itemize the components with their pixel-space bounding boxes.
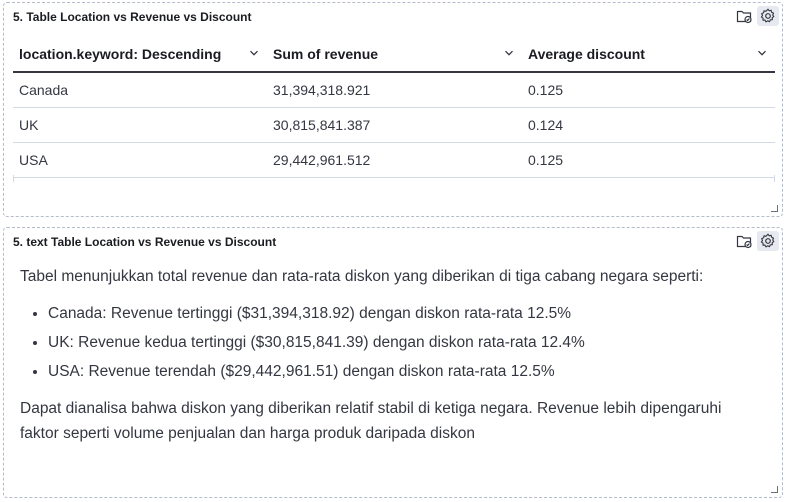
table-cell: UK [19, 117, 39, 133]
table-row: USA 29,442,961.512 0.125 [13, 143, 775, 178]
bullet-list: Canada: Revenue tertinggi ($31,394,318.9… [20, 299, 760, 386]
panel-actions [733, 231, 779, 251]
table-panel: 5. Table Location vs Revenue vs Discount… [3, 2, 783, 217]
folder-check-icon[interactable] [733, 231, 755, 251]
column-header-label: location.keyword: Descending [19, 46, 222, 62]
table-cell: 31,394,318.921 [273, 82, 371, 98]
table-header: location.keyword: Descending Sum of reve… [13, 37, 775, 73]
data-table: location.keyword: Descending Sum of reve… [13, 37, 775, 178]
markdown-content: Tabel menunjukkan total revenue dan rata… [20, 264, 760, 446]
chevron-down-icon [505, 50, 513, 56]
chevron-down-icon [250, 50, 258, 56]
table-cell: 29,442,961.512 [273, 152, 371, 168]
column-header-revenue[interactable]: Sum of revenue [267, 37, 522, 71]
table-scroll-area[interactable] [13, 175, 775, 182]
list-item: USA: Revenue terendah ($29,442,961.51) d… [48, 357, 760, 386]
column-header-location[interactable]: location.keyword: Descending [13, 37, 267, 71]
table-cell: Canada [19, 82, 69, 98]
gear-icon[interactable] [757, 231, 779, 251]
table-row: Canada 31,394,318.921 0.125 [13, 73, 775, 108]
column-header-label: Sum of revenue [273, 46, 379, 62]
resize-handle[interactable] [771, 205, 778, 212]
list-item: Canada: Revenue tertinggi ($31,394,318.9… [48, 299, 760, 328]
table-cell: USA [19, 152, 48, 168]
table-cell: 30,815,841.387 [273, 117, 371, 133]
table-cell: 0.124 [528, 117, 564, 133]
intro-paragraph: Tabel menunjukkan total revenue dan rata… [20, 268, 704, 285]
chevron-down-icon [758, 50, 766, 56]
table-cell: 0.125 [528, 152, 564, 168]
folder-check-icon[interactable] [733, 6, 755, 26]
list-item: UK: Revenue kedua tertinggi ($30,815,841… [48, 328, 760, 357]
panel-actions [733, 6, 779, 26]
table-row: UK 30,815,841.387 0.124 [13, 108, 775, 143]
text-panel: 5. text Table Location vs Revenue vs Dis… [3, 227, 783, 498]
panel-title: 5. text Table Location vs Revenue vs Dis… [13, 235, 277, 249]
resize-handle[interactable] [771, 486, 778, 493]
column-header-label: Average discount [528, 46, 645, 62]
column-header-discount[interactable]: Average discount [522, 37, 775, 71]
gear-icon[interactable] [757, 6, 779, 26]
panel-title: 5. Table Location vs Revenue vs Discount [13, 10, 252, 24]
table-cell: 0.125 [528, 82, 564, 98]
conclusion-paragraph: Dapat dianalisa bahwa diskon yang diberi… [20, 400, 722, 442]
